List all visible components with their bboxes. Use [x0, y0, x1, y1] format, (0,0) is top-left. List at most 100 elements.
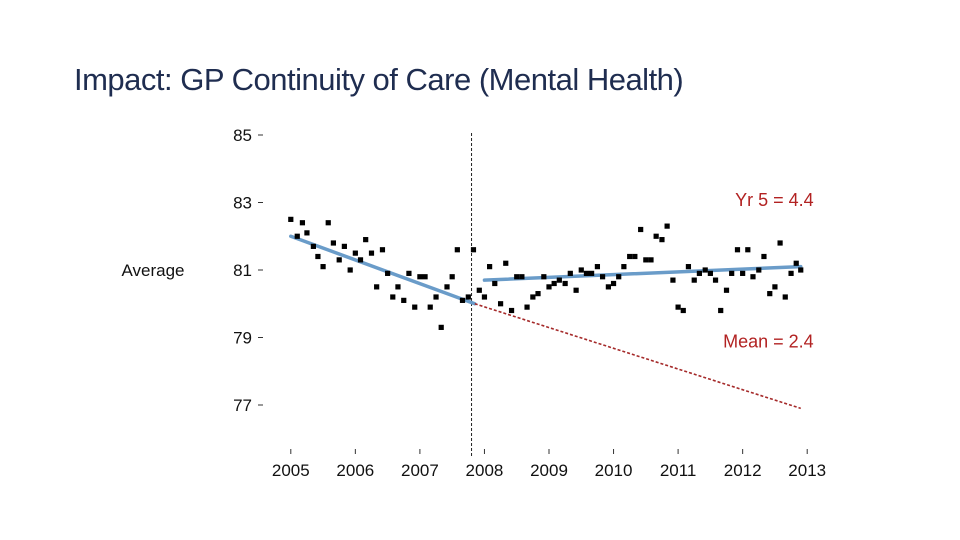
data-point [562, 280, 568, 287]
data-point [621, 264, 627, 270]
x-tick-label: 2006 [336, 461, 374, 480]
data-point [401, 297, 407, 303]
data-point [638, 226, 644, 233]
trend-line [289, 234, 477, 306]
data-point [541, 274, 547, 280]
data-point [653, 233, 659, 239]
data-point [530, 294, 536, 300]
data-point [347, 267, 353, 273]
trend-layer [289, 133, 803, 456]
trend-line [482, 264, 803, 282]
data-point [772, 284, 778, 290]
data-point [519, 274, 525, 280]
data-point [573, 287, 579, 293]
data-point [454, 247, 460, 253]
average-label: Average [121, 261, 184, 280]
data-point [487, 264, 493, 270]
data-point [299, 220, 306, 226]
x-tick-label: 2009 [530, 461, 568, 480]
x-tick-label: 2013 [788, 461, 826, 480]
data-point [627, 253, 633, 260]
data-point [556, 277, 562, 283]
data-point [740, 270, 746, 276]
data-point [734, 247, 741, 253]
data-point [675, 304, 681, 310]
x-tick-label: 2012 [724, 461, 762, 480]
data-point [551, 280, 557, 287]
data-point [514, 274, 520, 280]
data-point [412, 304, 418, 310]
data-point [798, 267, 804, 273]
annotation-yr5: Yr 5 = 4.4 [735, 190, 814, 210]
data-point [390, 294, 396, 300]
data-point [605, 284, 611, 290]
data-point [707, 270, 713, 276]
data-point [406, 270, 412, 276]
data-point [374, 284, 380, 290]
data-point [750, 274, 756, 280]
data-point [336, 257, 342, 263]
data-point [777, 240, 783, 246]
data-point [567, 270, 573, 276]
data-point [788, 270, 794, 276]
data-point [497, 301, 504, 307]
data-point [304, 230, 310, 236]
data-point [685, 264, 692, 270]
data-point [680, 307, 686, 314]
data-point [330, 240, 337, 246]
data-point [449, 274, 455, 280]
data-point [670, 277, 676, 283]
x-tick-label: 2011 [660, 461, 697, 480]
data-point [325, 220, 331, 226]
data-point [594, 264, 601, 270]
y-tick-label: 83 [233, 194, 252, 213]
data-point [723, 287, 730, 293]
data-point [481, 294, 488, 300]
data-point [379, 247, 386, 253]
x-tick-label: 2005 [272, 461, 310, 480]
data-point [492, 280, 498, 287]
data-point [427, 304, 433, 310]
data-point [438, 324, 444, 330]
data-point [433, 294, 439, 300]
data-point [459, 297, 466, 303]
y-tick-label: 79 [233, 329, 252, 348]
data-point [310, 243, 316, 249]
data-point [288, 216, 294, 222]
data-point [578, 267, 584, 273]
data-point [422, 274, 428, 280]
data-point [793, 260, 799, 266]
data-point [524, 304, 530, 310]
data-point [782, 294, 788, 300]
data-point [368, 250, 375, 256]
y-tick-label: 85 [233, 126, 252, 145]
data-point [664, 223, 670, 229]
label-layer: 85 83 81 79 77 2005 2006 2007 2008 2009 2010 2011 20… [121, 126, 826, 480]
data-point [632, 253, 638, 260]
data-point [691, 277, 697, 283]
counterfactual-line [474, 302, 801, 410]
data-point [320, 264, 326, 270]
data-point [476, 287, 482, 293]
data-point [659, 237, 665, 243]
data-point [643, 257, 649, 263]
data-point [352, 250, 358, 256]
data-point [718, 307, 724, 314]
data-point [729, 270, 735, 276]
x-tick-label: 2008 [466, 461, 504, 480]
x-tick-label: 2010 [595, 461, 633, 480]
data-point [470, 247, 477, 253]
data-point [761, 253, 767, 260]
data-point [417, 274, 423, 280]
data-point [395, 284, 401, 290]
data-point [610, 280, 617, 287]
data-point [696, 270, 703, 276]
data-point [363, 237, 369, 243]
data-point [756, 267, 762, 273]
data-point [702, 267, 708, 273]
data-point [616, 274, 622, 280]
data-point [589, 270, 595, 276]
data-point [712, 277, 719, 283]
y-tick-label: 81 [233, 261, 252, 280]
